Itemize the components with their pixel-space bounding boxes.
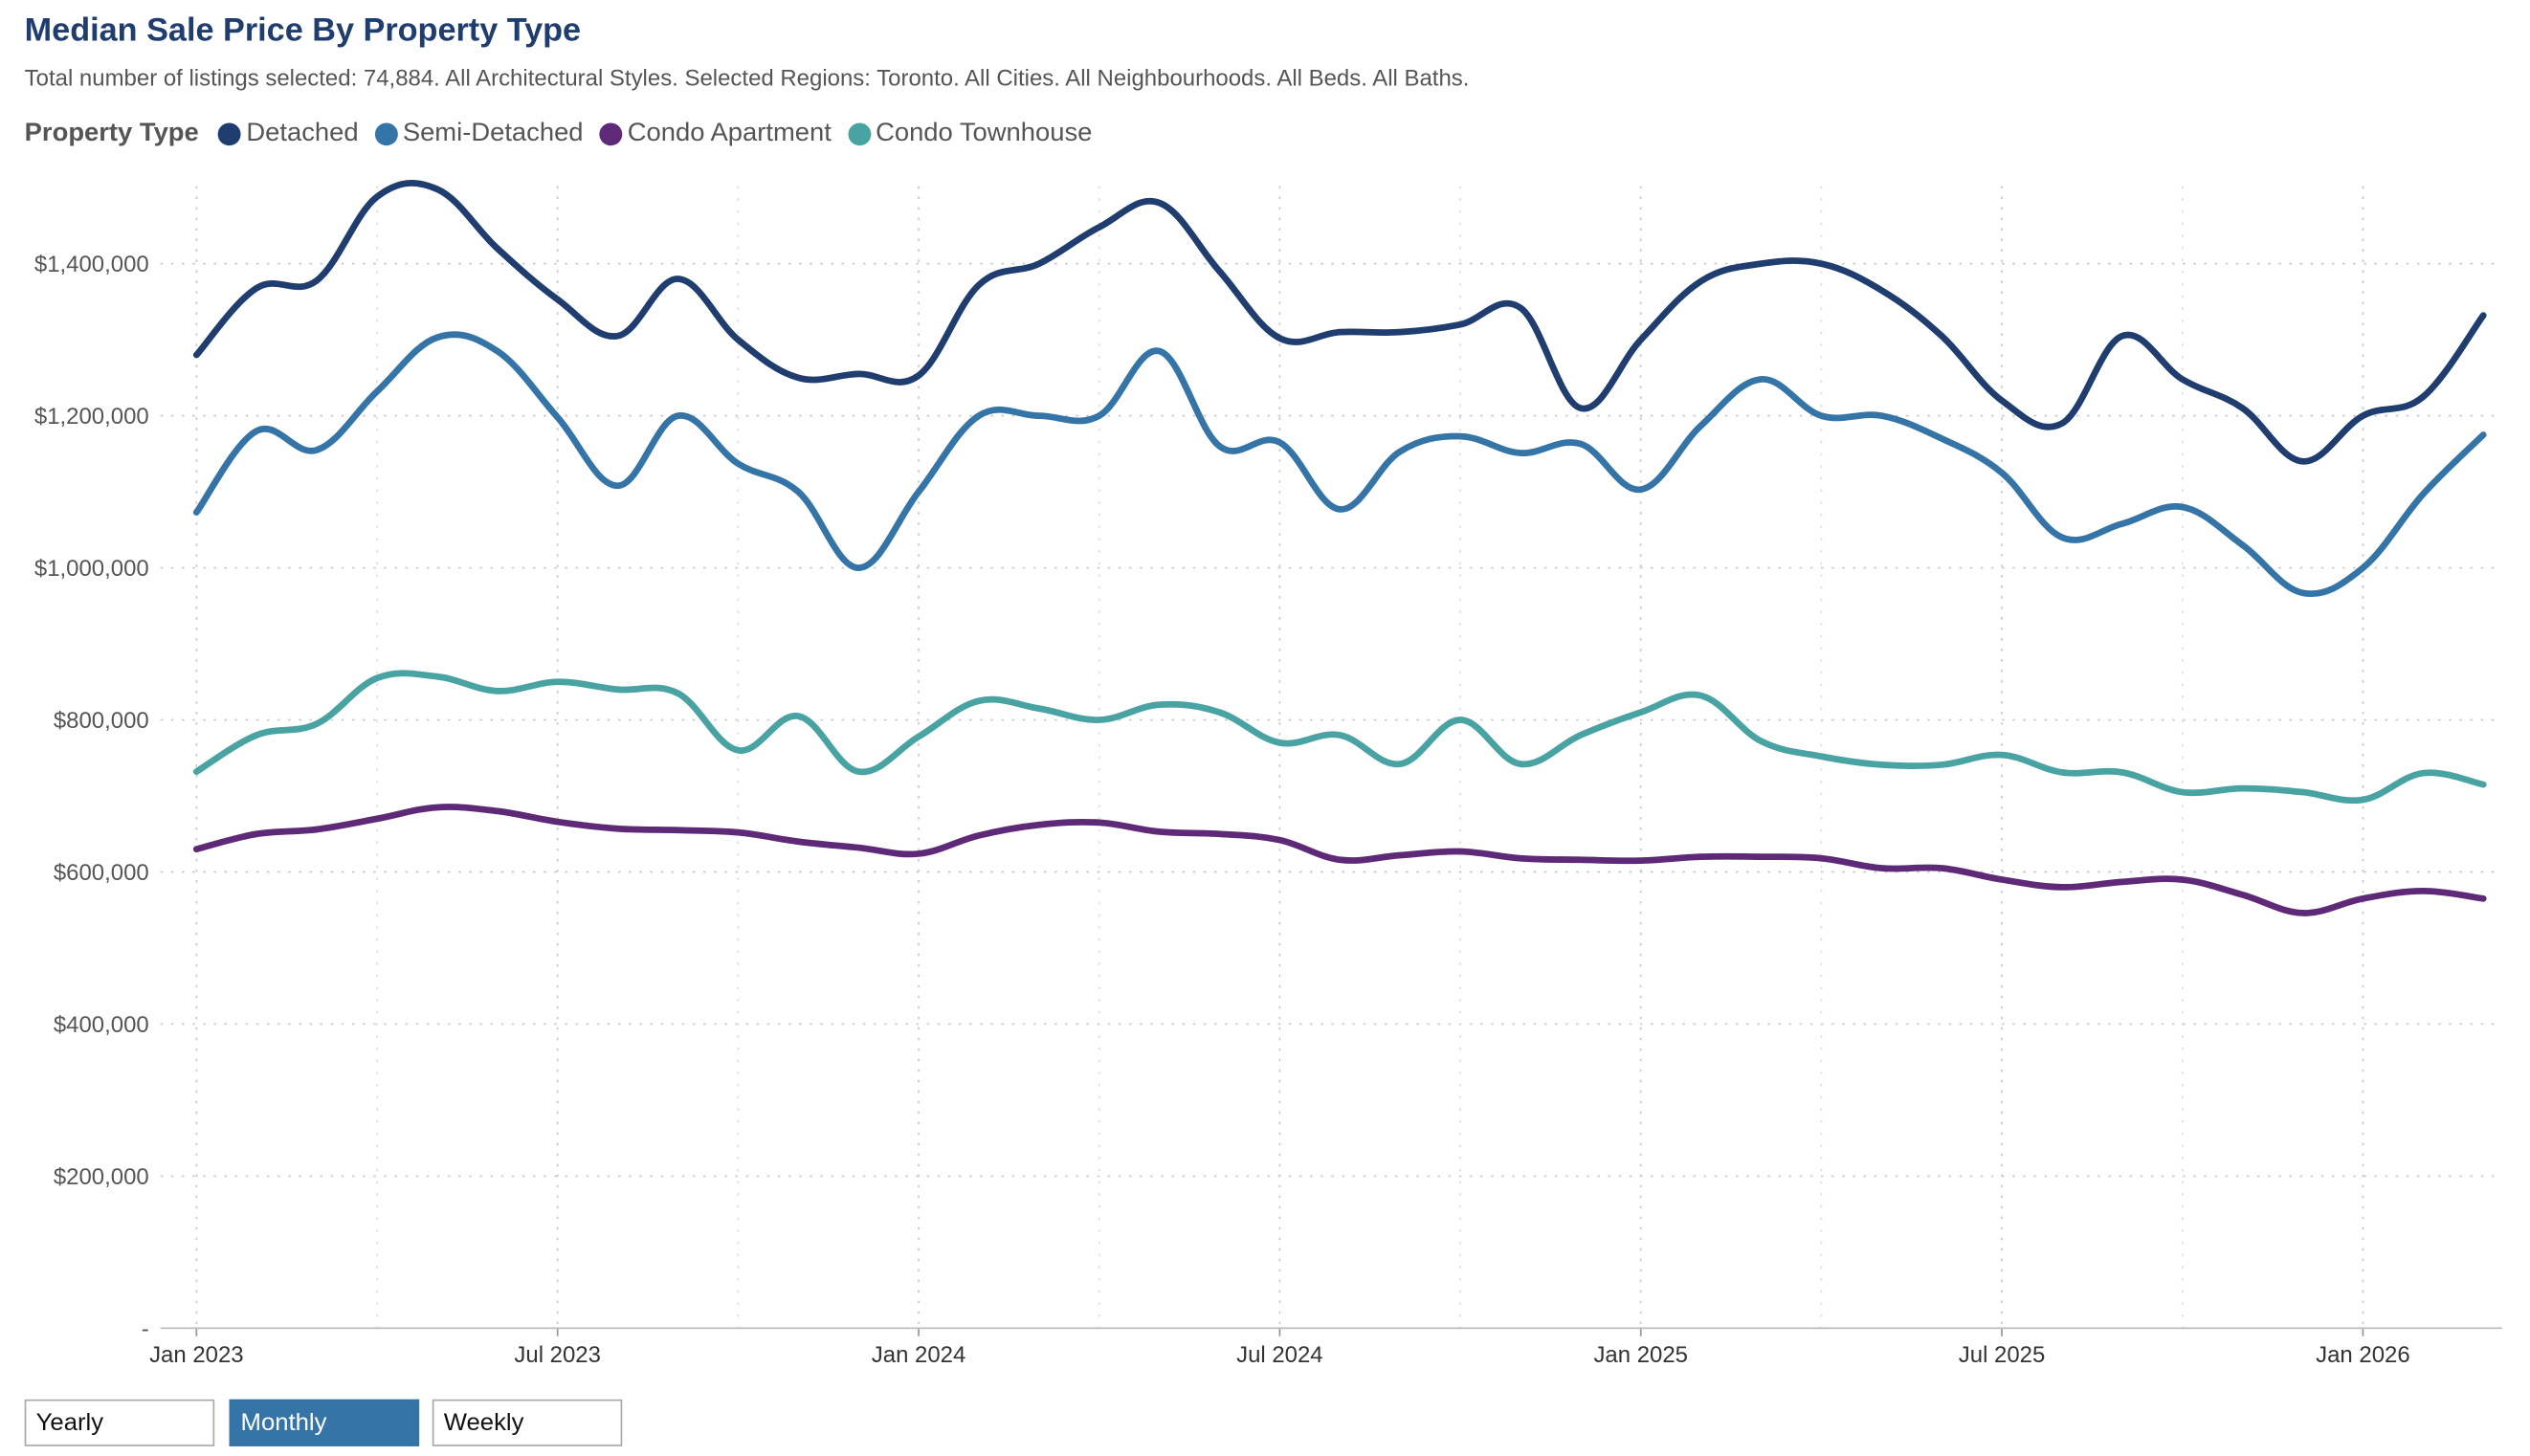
legend-item-semi-detached[interactable]: Semi-Detached <box>374 120 584 148</box>
legend: Property Type Detached Semi-Detached Con… <box>25 120 1109 148</box>
legend-label-detached: Detached <box>246 120 359 147</box>
legend-dot-detached <box>218 122 242 146</box>
legend-dot-condo-townhouse <box>847 122 871 146</box>
x-tick-label: Jul 2025 <box>1959 1342 2046 1368</box>
series-line-semi-detached <box>192 331 2487 598</box>
y-tick-label: $800,000 <box>54 708 149 734</box>
legend-label-condo-apartment: Condo Apartment <box>627 120 832 147</box>
y-tick-label: - <box>142 1316 149 1342</box>
series-line-condo-apartment <box>192 804 2487 916</box>
x-tick-label: Jan 2023 <box>149 1342 244 1368</box>
x-tick-label: Jan 2026 <box>2316 1342 2410 1368</box>
legend-label-semi-detached: Semi-Detached <box>402 120 584 147</box>
y-tick-label: $1,200,000 <box>34 404 149 430</box>
filter-summary: Total number of listings selected: 74,88… <box>24 64 1470 91</box>
legend-dot-semi-detached <box>374 122 398 146</box>
yearly-button[interactable]: Yearly <box>24 1399 215 1446</box>
legend-item-detached[interactable]: Detached <box>218 120 359 148</box>
x-tick-label: Jul 2024 <box>1236 1342 1323 1368</box>
y-tick-label: $400,000 <box>54 1012 149 1038</box>
y-tick-label: $1,000,000 <box>34 556 149 582</box>
legend-label-condo-townhouse: Condo Townhouse <box>876 120 1093 147</box>
legend-title: Property Type <box>24 120 199 147</box>
y-tick-label: $600,000 <box>54 860 149 886</box>
legend-item-condo-townhouse[interactable]: Condo Townhouse <box>847 120 1093 148</box>
series-line-detached <box>192 180 2487 465</box>
x-tick-label: Jul 2023 <box>514 1342 601 1368</box>
monthly-button[interactable]: Monthly <box>229 1399 420 1446</box>
x-tick-label: Jan 2024 <box>872 1342 966 1368</box>
y-tick-label: $200,000 <box>54 1164 149 1190</box>
legend-dot-condo-apartment <box>599 122 623 146</box>
series-line-condo-townhouse <box>192 670 2487 805</box>
line-chart: - $200,000 $400,000 $600,000 $800,000 $1,000,… <box>34 180 2502 1368</box>
y-tick-label: $1,400,000 <box>34 252 149 277</box>
weekly-button[interactable]: Weekly <box>432 1399 623 1446</box>
legend-item-condo-apartment[interactable]: Condo Apartment <box>599 120 832 148</box>
page-title: Median Sale Price By Property Type <box>24 12 582 49</box>
x-tick-label: Jan 2025 <box>1593 1342 1688 1368</box>
